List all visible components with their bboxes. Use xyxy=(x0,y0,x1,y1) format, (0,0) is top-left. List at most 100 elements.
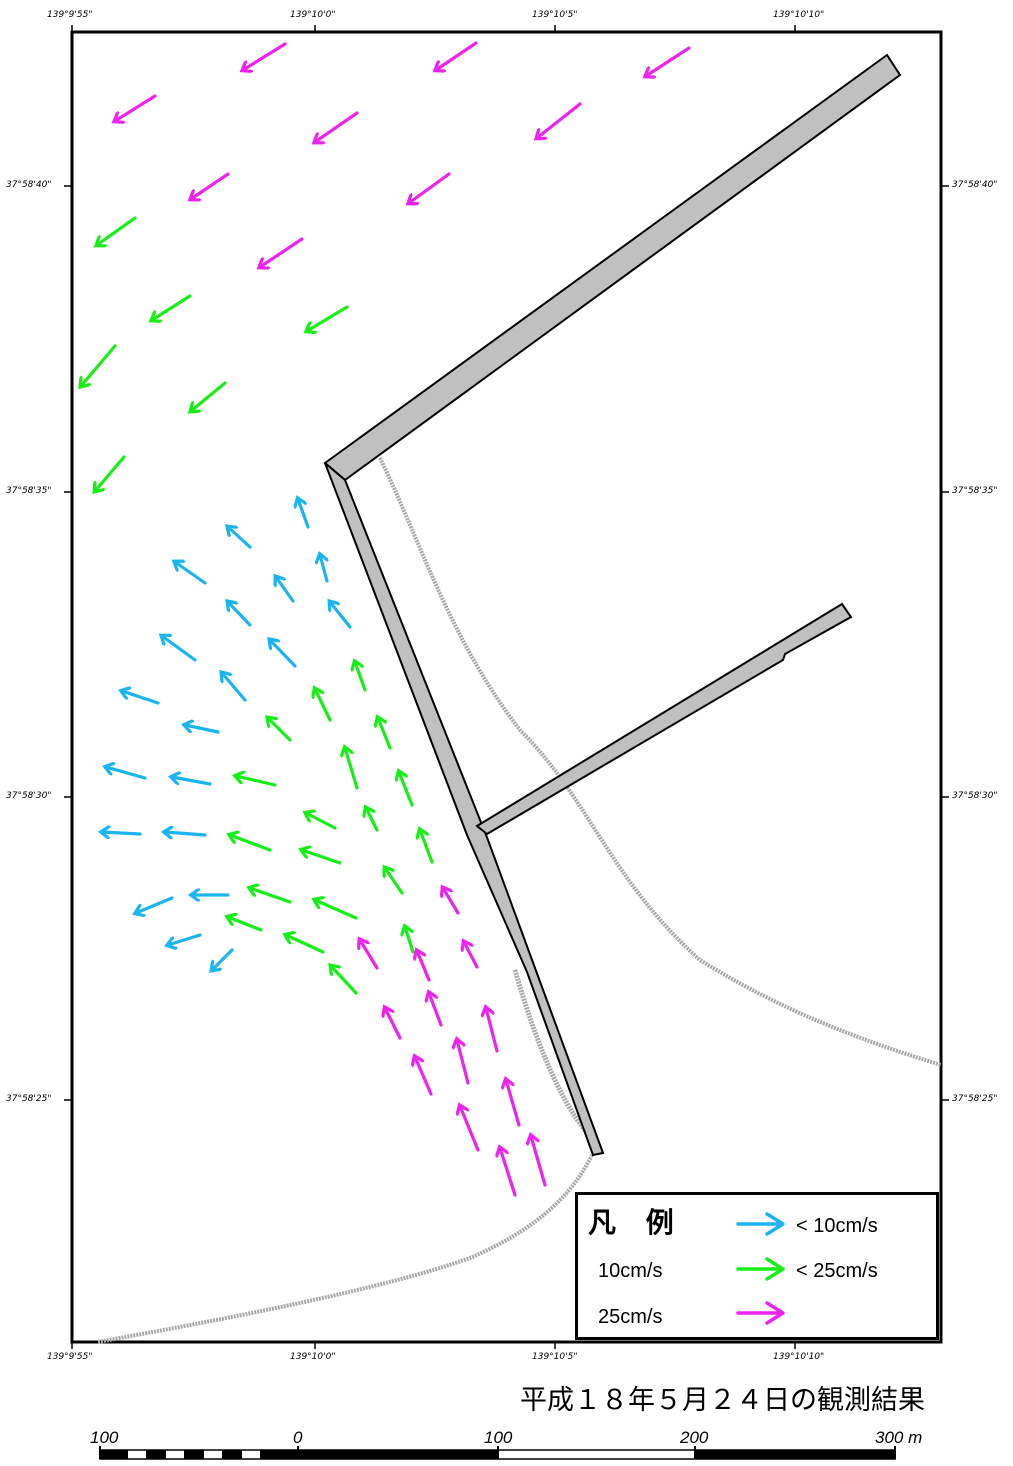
current-arrow-slow xyxy=(175,562,207,585)
lon-top-4: 139°10'10" xyxy=(773,10,825,20)
current-arrow-slow xyxy=(320,555,329,583)
current-vectors xyxy=(81,41,691,1197)
observation-caption: 平成１８年５月２４日の観測結果 xyxy=(520,1385,925,1416)
current-arrow-medium xyxy=(230,835,272,852)
current-arrow-medium xyxy=(420,830,434,864)
scale-bar xyxy=(99,1446,896,1460)
scale-label-200: 200 xyxy=(680,1428,709,1447)
groyne xyxy=(475,602,853,836)
current-arrow-medium xyxy=(307,305,349,331)
current-arrow-medium xyxy=(302,850,342,865)
current-arrow-slow xyxy=(276,577,295,603)
current-arrow-medium xyxy=(331,966,358,995)
legend-arrow-fast-icon xyxy=(736,1301,785,1325)
legend: 凡 例 10cm/s 25cm/s < 10cm/s < 25cm/s xyxy=(575,1192,939,1340)
lon-top-1: 139°9'55" xyxy=(47,10,93,20)
current-arrow-medium xyxy=(236,776,277,787)
current-arrow-medium xyxy=(97,216,137,245)
current-arrow-slow xyxy=(228,527,252,549)
lon-bottom-1: 139°9'55" xyxy=(47,1352,93,1362)
current-arrow-slow xyxy=(330,602,352,629)
legend-arrow-medium-icon xyxy=(736,1257,785,1281)
lat-left-3: 37°58'30" xyxy=(6,791,52,801)
current-arrow-fast xyxy=(429,993,443,1027)
current-arrow-slow xyxy=(298,499,310,529)
current-arrow-medium xyxy=(399,772,414,807)
legend-range-slow: < 10cm/s xyxy=(796,1215,878,1237)
west-breakwater xyxy=(324,462,605,1157)
current-arrow-fast xyxy=(436,41,478,70)
current-arrow-fast xyxy=(443,888,460,915)
current-arrow-medium xyxy=(95,455,126,491)
current-arrow-medium xyxy=(191,381,227,411)
lon-bottom-3: 139°10'5" xyxy=(532,1352,578,1362)
current-arrow-fast xyxy=(415,1057,433,1096)
current-arrow-fast xyxy=(385,1008,402,1040)
current-arrow-medium xyxy=(345,748,359,790)
lat-left-2: 37°58'35" xyxy=(6,486,52,496)
current-arrow-medium xyxy=(366,808,379,832)
lat-right-3: 37°58'30" xyxy=(952,791,998,801)
current-arrow-fast xyxy=(457,1040,470,1085)
current-arrow-slow xyxy=(168,933,202,945)
current-arrow-fast xyxy=(506,1080,521,1127)
current-arrow-medium xyxy=(405,927,415,954)
current-arrow-slow xyxy=(172,777,212,786)
current-arrow-fast xyxy=(464,942,479,969)
lat-right-1: 37°58'40" xyxy=(952,180,998,190)
current-arrow-medium xyxy=(81,344,117,386)
current-arrow-slow xyxy=(185,725,220,734)
current-arrow-fast xyxy=(417,951,431,982)
current-arrow-medium xyxy=(228,917,263,932)
map-frame xyxy=(70,30,943,1344)
lon-bottom-4: 139°10'10" xyxy=(773,1352,825,1362)
current-arrow-medium xyxy=(385,868,404,895)
lat-right-2: 37°58'35" xyxy=(952,486,998,496)
current-arrow-medium xyxy=(315,689,332,722)
scale-label-0: 0 xyxy=(293,1428,303,1447)
current-arrow-medium xyxy=(286,935,325,954)
current-arrow-medium xyxy=(306,813,337,830)
shoreline-south xyxy=(97,1154,594,1344)
lat-left-4: 37°58'25" xyxy=(6,1094,52,1104)
lat-left-1: 37°58'40" xyxy=(6,180,52,190)
current-arrow-fast xyxy=(531,1136,547,1187)
current-arrow-slow xyxy=(106,767,147,780)
legend-arrow-slow-icon xyxy=(736,1212,785,1236)
current-arrow-slow xyxy=(102,832,142,834)
current-arrow-fast xyxy=(460,1106,480,1152)
current-arrow-slow xyxy=(162,636,197,662)
current-arrow-medium xyxy=(355,662,367,692)
current-arrow-slow xyxy=(136,896,174,913)
inner-revetment xyxy=(512,969,587,1132)
scale-label-300m: 300 m xyxy=(875,1428,923,1447)
current-arrow-fast xyxy=(115,94,157,121)
current-arrow-medium xyxy=(378,718,392,750)
current-arrow-fast xyxy=(360,940,379,970)
current-arrow-fast xyxy=(537,102,582,138)
lat-right-4: 37°58'25" xyxy=(952,1094,998,1104)
current-arrow-fast xyxy=(243,42,287,70)
current-arrow-medium xyxy=(250,888,292,904)
scale-label-100: 100 xyxy=(484,1428,513,1447)
legend-range-medium: < 25cm/s xyxy=(796,1260,878,1282)
current-arrow-slow xyxy=(270,640,297,668)
current-arrow-slow xyxy=(222,673,247,702)
current-arrow-fast xyxy=(646,46,691,76)
current-arrow-slow xyxy=(122,691,160,705)
current-arrow-medium xyxy=(315,900,358,920)
current-arrow-medium xyxy=(268,718,292,742)
current-arrow-fast xyxy=(315,111,359,142)
current-arrow-fast xyxy=(409,172,451,203)
coordinate-ticks xyxy=(64,25,949,1349)
current-arrow-fast xyxy=(191,172,230,199)
lon-top-2: 139°10'0" xyxy=(290,10,336,20)
lon-bottom-2: 139°10'0" xyxy=(290,1352,336,1362)
current-arrow-fast xyxy=(500,1148,517,1197)
current-arrow-slow xyxy=(228,602,252,627)
legend-title: 凡 例 xyxy=(588,1206,684,1239)
lon-top-3: 139°10'5" xyxy=(532,10,578,20)
legend-label-25cm: 25cm/s xyxy=(598,1306,663,1328)
legend-label-10cm: 10cm/s xyxy=(598,1260,663,1282)
